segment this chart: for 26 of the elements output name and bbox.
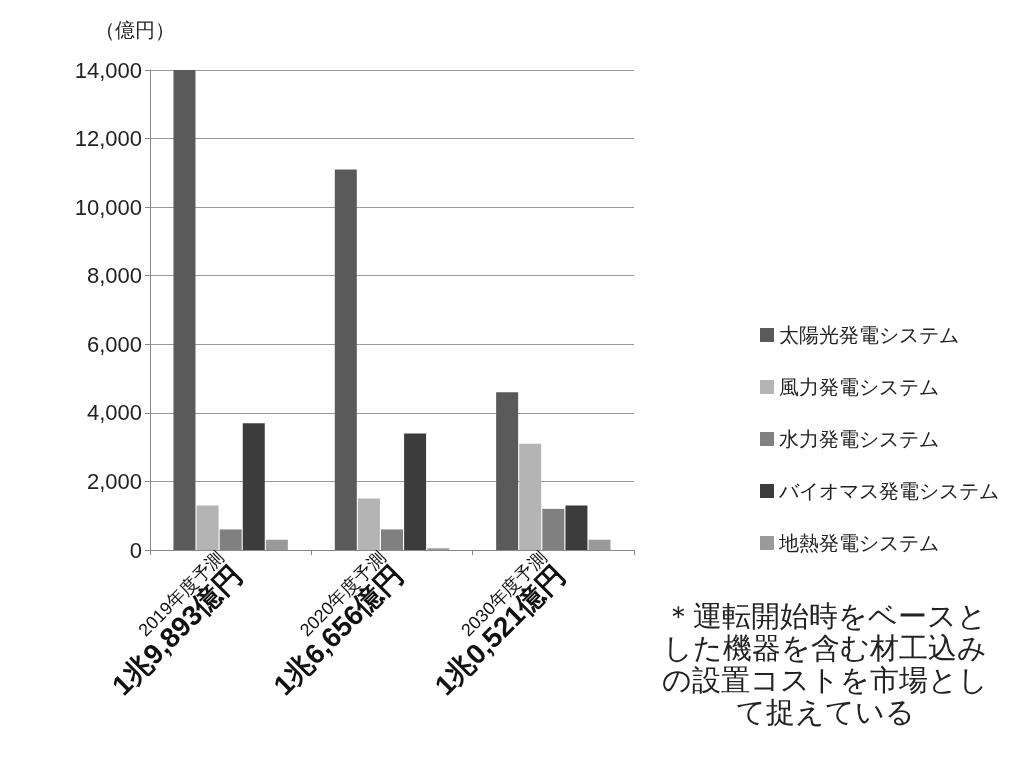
- bar: [588, 539, 611, 550]
- bar: [519, 443, 542, 550]
- y-tick-label: 2,000: [86, 468, 142, 494]
- legend-label: 太陽光発電システム: [779, 324, 959, 346]
- legend-label: 地熱発電システム: [778, 532, 939, 554]
- y-tick-label: 10,000: [74, 194, 142, 220]
- bar: [565, 505, 588, 550]
- bar: [265, 539, 288, 550]
- bar: [357, 498, 380, 550]
- y-tick-label: 14,000: [74, 57, 142, 83]
- text: ＊運転開始時をベースとした機器を含む材工込みの設置コストを市場として捉えている: [661, 599, 989, 729]
- y-tick-label: 0: [129, 537, 142, 563]
- y-tick-label: 4,000: [86, 400, 142, 426]
- y-axis-title: （億円）: [95, 19, 175, 41]
- bar: [404, 433, 427, 550]
- y-tick-label: 6,000: [86, 331, 142, 357]
- y-tick-label: 8,000: [86, 263, 142, 289]
- bar: [196, 505, 219, 550]
- bar: [173, 70, 196, 550]
- bar: [496, 392, 519, 550]
- y-tick-label: 12,000: [74, 126, 142, 152]
- legend-label: 水力発電システム: [779, 428, 939, 450]
- bar: [334, 169, 357, 550]
- bar: [242, 423, 265, 550]
- legend-label: バイオマス発電システム: [778, 480, 999, 502]
- legend-label: 風力発電システム: [779, 376, 939, 398]
